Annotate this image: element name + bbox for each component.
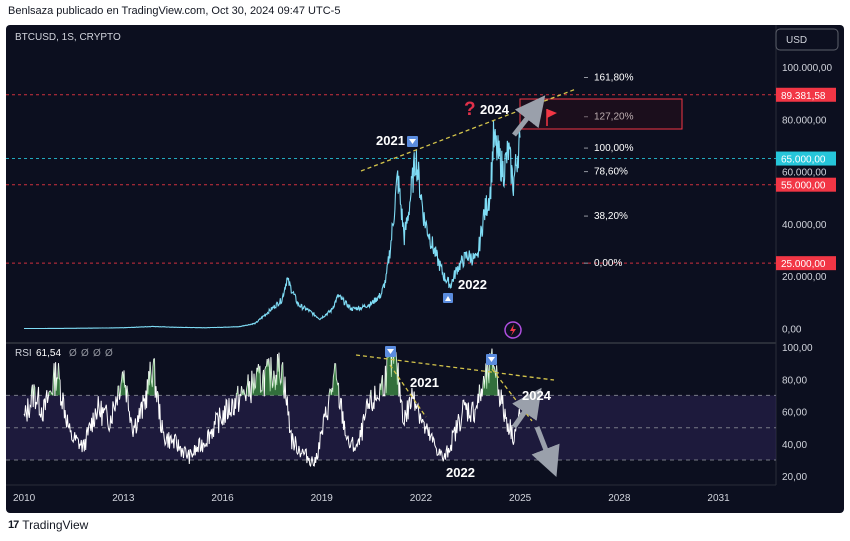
rsi-overbought-fill	[249, 381, 251, 396]
trend-line-rsi-2021	[389, 364, 427, 418]
fib-target-box	[519, 98, 683, 130]
rsi-overbought-fill	[120, 370, 126, 396]
price-tick-label: 80.000,00	[782, 115, 827, 126]
rsi-overbought-fill	[236, 385, 238, 396]
fib-level-label: 161,80%	[594, 72, 634, 83]
rsi-tick-label: 20,00	[782, 472, 807, 483]
trend-line-rsi	[355, 354, 555, 381]
rsi-overbought-fill	[49, 363, 55, 396]
price-level-tag	[776, 256, 836, 271]
price-level-tag	[776, 87, 836, 102]
price-level-tag-label: 89.381,58	[781, 91, 826, 102]
rsi-overbought-fill	[157, 391, 159, 396]
axis-labels: 100.000,00 80.000,00 60.000,00 40.000,00 20.…	[6, 63, 832, 504]
question-mark: ?	[464, 99, 476, 120]
down-arrow-rsi	[531, 426, 560, 477]
symbol-label[interactable]: BTCUSD, 1S, CRYPTO	[15, 32, 121, 43]
rsi-overbought-fill	[147, 358, 155, 396]
fib-level-label: 78,60%	[594, 167, 628, 178]
time-tick-label: 2022	[410, 493, 433, 504]
footer-brand: TradingView	[22, 518, 89, 532]
time-tick-label: 2016	[211, 493, 234, 504]
lightning-icon[interactable]	[504, 321, 522, 339]
time-tick-label: 2028	[608, 493, 631, 504]
rsi-extra-4: Ø	[105, 348, 113, 359]
currency-button-label: USD	[786, 35, 807, 46]
price-level-tag-label: 65.000,00	[781, 155, 826, 166]
rsi-overbought-fill	[118, 386, 119, 396]
label-2021-rsi: 2021	[410, 375, 439, 390]
time-tick-label: 2025	[509, 493, 532, 504]
fib-level-label: 127,20%	[594, 112, 634, 123]
flag-icon	[547, 109, 557, 118]
price-tick-label: 100.000,00	[782, 63, 832, 74]
tradingview-logo-icon: 17	[8, 519, 19, 531]
price-series	[24, 120, 521, 330]
label-2021-price: 2021	[376, 133, 405, 148]
chart-svg: 89.381,58 65.000,00 55.000,00 25.000,00 161,…	[6, 25, 839, 504]
time-tick-label: 2013	[112, 493, 135, 504]
chart-frame: 89.381,58 65.000,00 55.000,00 25.000,00 161,…	[6, 25, 844, 513]
fib-lines: 89.381,58 65.000,00 55.000,00 25.000,00 161,…	[6, 72, 836, 271]
rsi-overbought-fill	[127, 385, 128, 396]
trend-line-rsi-2024	[491, 368, 533, 422]
rsi-tick-label: 40,00	[782, 440, 807, 451]
marker-rsi-2021-icon	[385, 346, 396, 357]
price-tick-label: 40.000,00	[782, 220, 827, 231]
rsi-extra-3: Ø	[93, 348, 101, 359]
rsi-extra-1: Ø	[69, 348, 77, 359]
time-tick-label: 2010	[13, 493, 36, 504]
marker-2021-top-icon	[407, 136, 418, 147]
currency-button[interactable]: USD	[775, 28, 839, 51]
rsi-overbought-fill	[385, 348, 399, 396]
rsi-overbought-fill	[246, 374, 249, 396]
marker-rsi-2024-icon	[486, 354, 497, 365]
price-level-tag-label: 25.000,00	[781, 259, 826, 270]
rsi-overbought-fill	[55, 362, 60, 396]
rsi-overbought-fill	[329, 363, 339, 396]
rsi-overbought-fill	[479, 384, 481, 396]
rsi-overbought-fill	[380, 375, 383, 396]
rsi-overbought-fill	[251, 364, 264, 396]
rsi-extra-2: Ø	[81, 348, 89, 359]
price-level-tag	[776, 177, 836, 192]
price-level-tag	[776, 151, 836, 166]
marker-2022-bottom-icon	[443, 293, 453, 303]
fib-level-label: 38,20%	[594, 211, 628, 222]
label-2022-rsi: 2022	[446, 465, 475, 480]
rsi-value: 61,54	[36, 348, 61, 359]
rsi-overbought-fill	[31, 384, 33, 396]
rsi-tick-label: 60,00	[782, 408, 807, 419]
fib-level-label: 100,00%	[594, 143, 634, 154]
up-arrow-rsi	[511, 387, 542, 429]
label-2024-price: 2024	[480, 102, 510, 117]
rsi-overbought-fill	[265, 352, 284, 396]
price-tick-label: 0,00	[782, 325, 802, 336]
rsi-tick-label: 80,00	[782, 375, 807, 386]
rsi-tick-label: 100,00	[782, 343, 813, 354]
time-tick-label: 2031	[707, 493, 730, 504]
rsi-overbought-fill	[241, 386, 245, 396]
rsi-overbought-fill	[370, 389, 371, 396]
label-2022-price: 2022	[458, 277, 487, 292]
up-arrow-price	[512, 95, 546, 137]
rsi-overbought-fill	[33, 384, 35, 396]
price-level-tag-label: 55.000,00	[781, 181, 826, 192]
price-tick-label: 20.000,00	[782, 272, 827, 283]
publisher-caption: Benlsaza publicado en TradingView.com, O…	[8, 5, 341, 17]
footer: 17 TradingView	[8, 518, 88, 532]
time-tick-label: 2019	[311, 493, 334, 504]
price-line	[24, 120, 521, 330]
rsi-name[interactable]: RSI	[15, 348, 32, 359]
label-2024-rsi: 2024	[522, 388, 552, 403]
fib-level-label: 0,00%	[594, 258, 622, 269]
price-tick-label: 60.000,00	[782, 168, 827, 179]
